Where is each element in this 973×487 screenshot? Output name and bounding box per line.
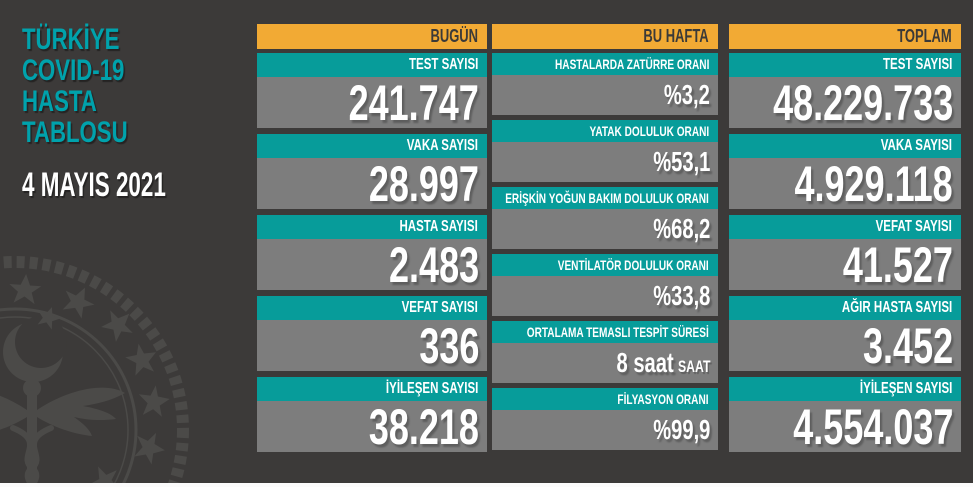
stat-value-box: 4.554.037 [729, 401, 961, 452]
stat-value: 48.229.733 [772, 74, 953, 131]
column-total: TOPLAM TEST SAYISI 48.229.733 VAKA SAYIS… [729, 24, 961, 458]
stat-value: 8 saat [616, 347, 674, 378]
stat-label-bar: İYİLEŞEN SAYISI [729, 377, 961, 401]
stat-value: %3,2 [664, 79, 710, 110]
column-header-label: TOPLAM [897, 26, 952, 46]
bottom-white-strip [0, 483, 973, 487]
stat-value: 4.929.118 [794, 155, 953, 212]
stat-label-bar: YATAK DOLULUK ORANI [492, 120, 718, 142]
stat-label: VAKA SAYISI [880, 137, 952, 154]
stat-label-bar: VAKA SAYISI [729, 134, 961, 158]
stat-card-week-zaturre: HASTALARDA ZATÜRRE ORANI %3,2 [492, 53, 718, 115]
column-this-week: BU HAFTA HASTALARDA ZATÜRRE ORANI %3,2 Y… [492, 24, 718, 455]
stat-label: YATAK DOLULUK ORANI [589, 123, 709, 139]
stat-label-bar: İYİLEŞEN SAYISI [257, 377, 487, 401]
stat-card-week-yatak: YATAK DOLULUK ORANI %53,1 [492, 120, 718, 182]
stat-card-total-agir-hasta: AĞIR HASTA SAYISI 3.452 [729, 296, 961, 371]
stat-value: %99,9 [652, 414, 710, 445]
title-line-1: TÜRKİYE [22, 23, 120, 56]
column-today: BUGÜN TEST SAYISI 241.747 VAKA SAYISI 28… [257, 24, 487, 458]
stat-value-box: 8 saat SAAT [492, 343, 718, 383]
stat-label-bar: VEFAT SAYISI [257, 296, 487, 320]
title-line-2: COVID-19 [22, 54, 125, 87]
stat-value-box: 2.483 [257, 239, 487, 290]
stat-label: HASTA SAYISI [399, 218, 478, 235]
ministry-of-health-emblem-icon [0, 256, 189, 487]
stat-label: FİLYASYON ORANI [617, 391, 709, 407]
stat-card-week-temasli-tespit: ORTALAMA TEMASLI TESPİT SÜRESİ 8 saat SAA… [492, 321, 718, 383]
stat-value: 3.452 [862, 317, 953, 374]
stat-value-unit: SAAT [677, 357, 710, 376]
stat-value-box: %3,2 [492, 75, 718, 115]
stat-value: 2.483 [388, 236, 479, 293]
stat-label: VAKA SAYISI [406, 137, 478, 154]
stat-label-bar: FİLYASYON ORANI [492, 388, 718, 410]
stat-label-bar: ORTALAMA TEMASLI TESPİT SÜRESİ [492, 321, 718, 343]
stat-value-box: 241.747 [257, 77, 487, 128]
stat-value: 38.218 [368, 398, 479, 455]
stat-label: TEST SAYISI [408, 56, 478, 73]
stat-value: 336 [418, 317, 479, 374]
stat-value-box: %33,8 [492, 276, 718, 316]
stat-label-bar: VEFAT SAYISI [729, 215, 961, 239]
stat-value-box: 28.997 [257, 158, 487, 209]
column-header-bu-hafta: BU HAFTA [492, 24, 718, 49]
column-header-label: BU HAFTA [643, 26, 709, 46]
stat-label: VEFAT SAYISI [875, 218, 952, 235]
stat-card-today-vefat: VEFAT SAYISI 336 [257, 296, 487, 371]
stat-card-total-test: TEST SAYISI 48.229.733 [729, 53, 961, 128]
stat-card-today-iyilesen: İYİLEŞEN SAYISI 38.218 [257, 377, 487, 452]
stat-value-box: 48.229.733 [729, 77, 961, 128]
column-header-bugun: BUGÜN [257, 24, 487, 49]
stat-card-week-ventilator: VENTİLATÖR DOLULUK ORANI %33,8 [492, 254, 718, 316]
stat-value: 4.554.037 [792, 398, 953, 455]
stat-value: %68,2 [652, 213, 710, 244]
stat-value: 28.997 [368, 155, 479, 212]
stat-value: %53,1 [652, 146, 710, 177]
stat-value: 41.527 [842, 236, 953, 293]
page-title: TÜRKİYE COVID-19 HASTA TABLOSU [22, 24, 128, 148]
stat-value-box: 3.452 [729, 320, 961, 371]
stat-card-total-vaka: VAKA SAYISI 4.929.118 [729, 134, 961, 209]
report-date: 4 MAYIS 2021 [22, 166, 166, 204]
stat-label: VEFAT SAYISI [401, 299, 478, 316]
stat-card-total-iyilesen: İYİLEŞEN SAYISI 4.554.037 [729, 377, 961, 452]
title-line-4: TABLOSU [22, 116, 128, 149]
stat-label-bar: TEST SAYISI [729, 53, 961, 77]
stat-card-week-yogun-bakim: ERİŞKİN YOĞUN BAKIM DOLULUK ORANI %68,2 [492, 187, 718, 249]
stat-card-today-hasta: HASTA SAYISI 2.483 [257, 215, 487, 290]
stat-value: 241.747 [348, 74, 479, 131]
stat-label: ERİŞKİN YOĞUN BAKIM DOLULUK ORANI [505, 190, 709, 206]
title-line-3: HASTA [22, 85, 97, 118]
stat-value-box: 4.929.118 [729, 158, 961, 209]
stat-label: İYİLEŞEN SAYISI [859, 380, 952, 397]
stat-card-today-test: TEST SAYISI 241.747 [257, 53, 487, 128]
stat-value-box: 38.218 [257, 401, 487, 452]
stat-label-bar: HASTA SAYISI [257, 215, 487, 239]
stat-card-week-filyasyon: FİLYASYON ORANI %99,9 [492, 388, 718, 450]
stat-label-bar: VENTİLATÖR DOLULUK ORANI [492, 254, 718, 276]
stat-value-box: 336 [257, 320, 487, 371]
column-header-label: BUGÜN [430, 26, 478, 46]
stat-card-total-vefat: VEFAT SAYISI 41.527 [729, 215, 961, 290]
stat-label: AĞIR HASTA SAYISI [841, 299, 952, 316]
stat-value-box: %53,1 [492, 142, 718, 182]
stat-label-bar: ERİŞKİN YOĞUN BAKIM DOLULUK ORANI [492, 187, 718, 209]
stat-label: VENTİLATÖR DOLULUK ORANI [557, 257, 709, 273]
stat-label-bar: VAKA SAYISI [257, 134, 487, 158]
stat-value-box: %99,9 [492, 410, 718, 450]
stat-card-today-vaka: VAKA SAYISI 28.997 [257, 134, 487, 209]
stat-label: HASTALARDA ZATÜRRE ORANI [554, 56, 709, 72]
stat-value-box: 41.527 [729, 239, 961, 290]
stat-label: İYİLEŞEN SAYISI [385, 380, 478, 397]
stat-label-bar: HASTALARDA ZATÜRRE ORANI [492, 53, 718, 75]
stat-value: %33,8 [652, 280, 710, 311]
stat-label-bar: TEST SAYISI [257, 53, 487, 77]
stat-label-bar: AĞIR HASTA SAYISI [729, 296, 961, 320]
stat-value-box: %68,2 [492, 209, 718, 249]
column-header-toplam: TOPLAM [729, 24, 961, 49]
stat-label: TEST SAYISI [882, 56, 952, 73]
stat-label: ORTALAMA TEMASLI TESPİT SÜRESİ [526, 324, 709, 340]
